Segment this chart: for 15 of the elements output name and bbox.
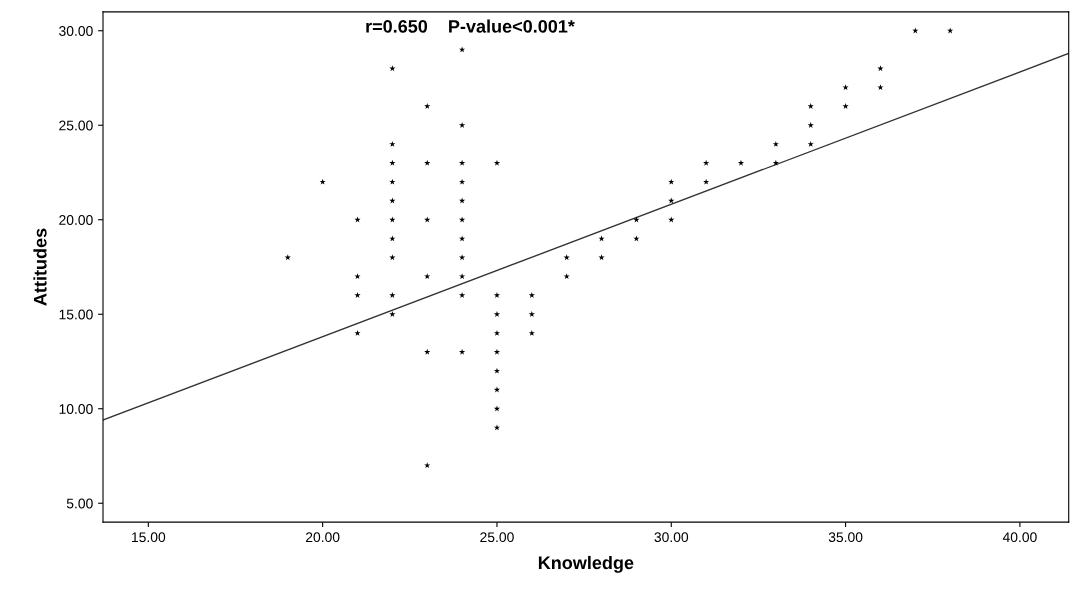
x-tick-label: 25.00 [480, 532, 514, 543]
y-tick-label: 15.00 [59, 309, 93, 320]
x-axis-title: Knowledge [538, 555, 634, 573]
y-tick-label: 10.00 [59, 404, 93, 414]
y-tick-label: 30.00 [59, 26, 93, 36]
x-tick-label: 30.00 [654, 532, 689, 543]
y-tick-label: 25.00 [59, 120, 93, 131]
y-axis-title: Attitudes [33, 228, 47, 306]
annotation: r=0.650 P-value<0.001* [366, 19, 575, 33]
x-tick-label: 15.00 [132, 532, 166, 543]
x-tick-label: 40.00 [1002, 532, 1037, 543]
x-tick-label: 35.00 [828, 532, 863, 543]
x-tick-label: 20.00 [305, 532, 340, 543]
y-tick-label: 5.00 [66, 498, 93, 509]
y-tick-label: 20.00 [59, 215, 93, 225]
